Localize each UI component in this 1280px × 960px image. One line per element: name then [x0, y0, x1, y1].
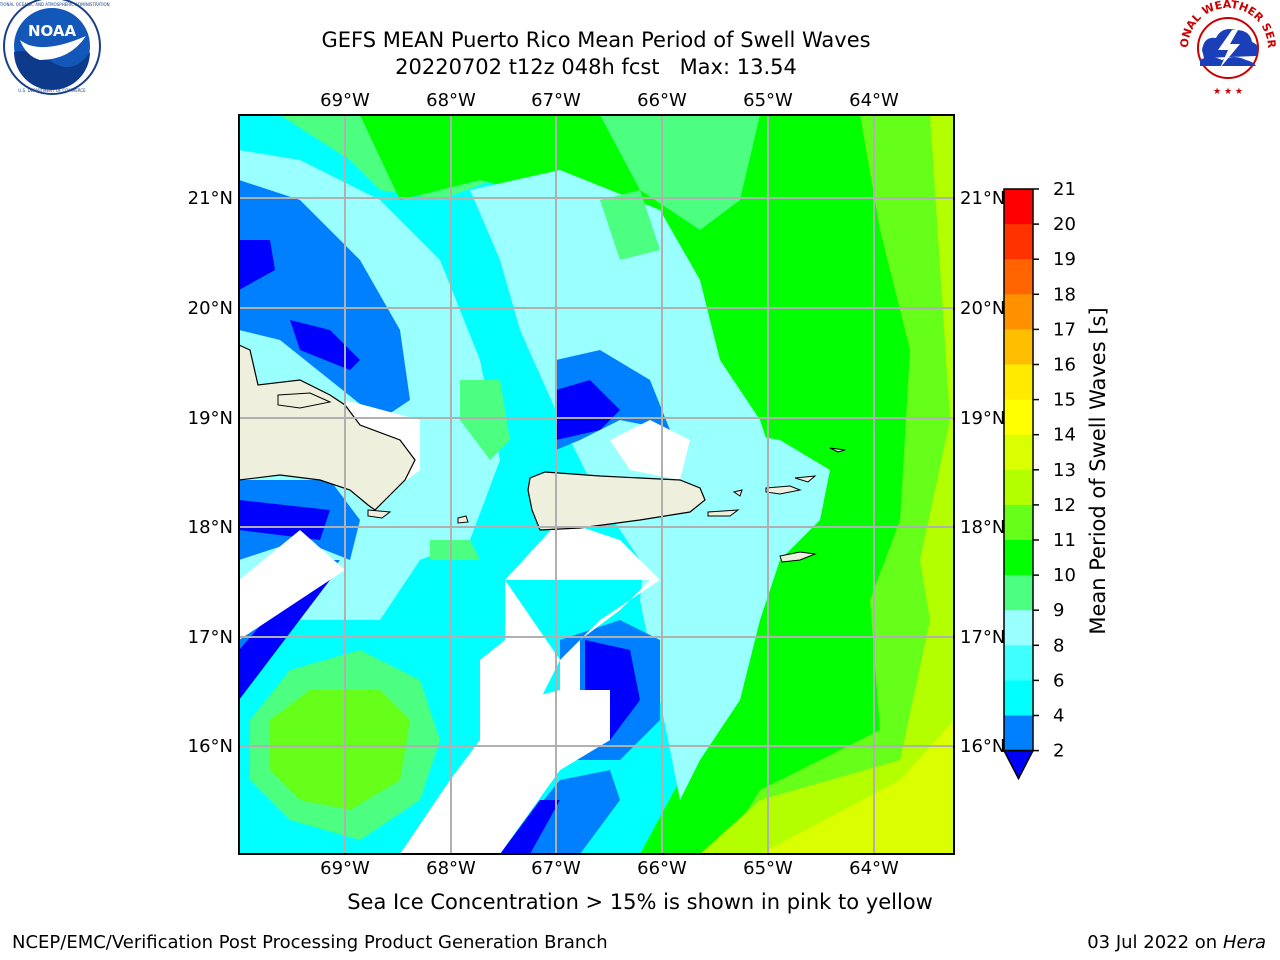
svg-text:69°W: 69°W — [320, 90, 370, 111]
footer-date: 03 Jul 2022 on Hera — [1087, 932, 1266, 953]
svg-text:69°W: 69°W — [320, 858, 370, 879]
nws-logo-icon: NATIONAL WEATHER SERVICE ★ ★ ★ — [0, 0, 1278, 97]
colorbar-tick-label: 19 — [1053, 249, 1076, 270]
colorbar-segment — [1004, 680, 1033, 717]
colorbar-segment — [1004, 715, 1033, 752]
colorbar-segment — [1004, 259, 1033, 295]
colorbar-tick-label: 18 — [1053, 284, 1076, 305]
svg-text:NOAA: NOAA — [28, 22, 77, 40]
colorbar-tick-label: 11 — [1053, 530, 1076, 551]
colorbar-tick-label: 16 — [1053, 355, 1076, 376]
colorbar-segment — [1004, 504, 1033, 541]
colorbar-tick-label: 4 — [1053, 706, 1064, 727]
colorbar: 2 4 6 8 9 10 11 12 13 14 15 16 17 18 19 20 21 — [1002, 179, 1076, 781]
colorbar-segment — [1004, 294, 1033, 330]
svg-text:65°W: 65°W — [743, 858, 793, 879]
lon-labels-bottom: 69°W 68°W 67°W 66°W 65°W 64°W — [320, 858, 899, 879]
svg-text:NATIONAL OCEANIC AND ATMOSPHER: NATIONAL OCEANIC AND ATMOSPHERIC ADMINIS… — [0, 2, 110, 7]
svg-text:16°N: 16°N — [188, 736, 233, 757]
svg-text:66°W: 66°W — [637, 858, 687, 879]
graticule — [239, 115, 954, 854]
svg-text:21°N: 21°N — [188, 188, 233, 209]
colorbar-tick-label: 12 — [1053, 495, 1076, 516]
svg-text:68°W: 68°W — [426, 90, 476, 111]
svg-text:19°N: 19°N — [960, 408, 1005, 429]
chart-title: GEFS MEAN Puerto Rico Mean Period of Swe… — [321, 28, 871, 52]
svg-text:U.S. DEPARTMENT OF COMMERCE: U.S. DEPARTMENT OF COMMERCE — [18, 88, 86, 93]
colorbar-tick-label: 14 — [1053, 425, 1076, 446]
colorbar-segment — [1004, 189, 1033, 225]
svg-text:67°W: 67°W — [531, 858, 581, 879]
colorbar-tick-label: 6 — [1053, 670, 1064, 691]
map-frame — [238, 114, 955, 855]
colorbar-segment — [1004, 434, 1033, 471]
colorbar-tick-label: 15 — [1053, 390, 1076, 411]
chart-subtitle: 20220702 t12z 048h fcst Max: 13.54 — [395, 55, 797, 79]
colorbar-tick-label: 10 — [1053, 565, 1076, 586]
colorbar-tick-label: 20 — [1053, 214, 1076, 235]
svg-text:NATIONAL WEATHER SERVICE: NATIONAL WEATHER SERVICE — [0, 0, 1278, 49]
colorbar-segment — [1004, 224, 1033, 260]
svg-text:68°W: 68°W — [426, 858, 476, 879]
svg-text:19°N: 19°N — [188, 408, 233, 429]
colorbar-segment — [1004, 469, 1033, 506]
colorbar-segment — [1004, 575, 1033, 611]
footer-host: Hera — [1222, 932, 1266, 953]
colorbar-segment — [1004, 645, 1033, 681]
colorbar-tick-label: 9 — [1053, 600, 1064, 621]
svg-text:66°W: 66°W — [637, 90, 687, 111]
svg-text:★ ★ ★: ★ ★ ★ — [1213, 87, 1243, 97]
colorbar-tick-label: 13 — [1053, 460, 1076, 481]
svg-text:17°N: 17°N — [960, 627, 1005, 648]
colorbar-segment — [1004, 399, 1033, 436]
svg-text:65°W: 65°W — [743, 90, 793, 111]
colorbar-segment — [1004, 329, 1033, 366]
swell-period-field — [239, 115, 954, 854]
colorbar-segment — [1004, 610, 1033, 646]
colorbar-tick-label: 17 — [1053, 319, 1076, 340]
lat-labels-right: 21°N 20°N 19°N 18°N 17°N 16°N — [960, 188, 1005, 757]
lat-labels-left: 21°N 20°N 19°N 18°N 17°N 16°N — [188, 188, 233, 757]
colorbar-extend-min — [1002, 749, 1035, 781]
colorbar-tick-label: 21 — [1053, 179, 1076, 200]
colorbar-tick-label: 8 — [1053, 635, 1064, 656]
noaa-logo-icon: NOAA NATIONAL OCEANIC AND ATMOSPHERIC AD… — [0, 0, 110, 95]
colorbar-segment — [1004, 364, 1033, 401]
svg-text:20°N: 20°N — [188, 298, 233, 319]
colorbar-tick-label: 2 — [1053, 741, 1064, 762]
sea-ice-note: Sea Ice Concentration > 15% is shown in … — [347, 890, 933, 914]
svg-text:16°N: 16°N — [960, 736, 1005, 757]
footer-branch: NCEP/EMC/Verification Post Processing Pr… — [12, 932, 608, 953]
svg-text:21°N: 21°N — [960, 188, 1005, 209]
svg-text:64°W: 64°W — [849, 858, 899, 879]
svg-text:17°N: 17°N — [188, 627, 233, 648]
svg-text:64°W: 64°W — [849, 90, 899, 111]
lon-labels-top: 69°W 68°W 67°W 66°W 65°W 64°W — [320, 90, 899, 111]
svg-text:18°N: 18°N — [188, 517, 233, 538]
svg-text:18°N: 18°N — [960, 517, 1005, 538]
svg-text:20°N: 20°N — [960, 298, 1005, 319]
colorbar-segment — [1004, 540, 1033, 576]
colorbar-label: Mean Period of Swell Waves [s] — [1086, 307, 1110, 634]
svg-text:67°W: 67°W — [531, 90, 581, 111]
